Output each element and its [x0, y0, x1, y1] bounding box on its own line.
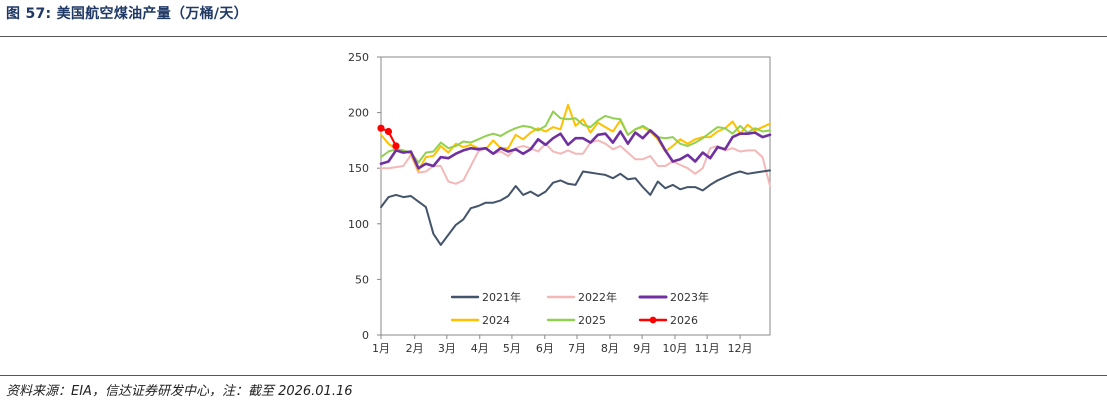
x-tick-label: 12月	[728, 342, 753, 355]
x-tick-label: 7月	[568, 342, 586, 355]
series-marker-2026	[392, 142, 400, 150]
y-tick-label: 0	[362, 329, 369, 342]
x-tick-label: 4月	[471, 342, 489, 355]
legend-label: 2026	[670, 314, 698, 327]
x-tick-label: 9月	[633, 342, 651, 355]
bottom-rule	[0, 375, 1107, 376]
x-tick-label: 11月	[695, 342, 720, 355]
x-tick-label: 5月	[503, 342, 521, 355]
x-tick-label: 10月	[662, 342, 687, 355]
series-marker-2026	[377, 124, 385, 132]
plot-frame	[380, 56, 771, 336]
x-tick-label: 6月	[536, 342, 554, 355]
y-tick-label: 200	[348, 107, 369, 120]
y-tick-label: 250	[348, 51, 369, 64]
y-tick-label: 150	[348, 162, 369, 175]
series-line-2023年	[379, 129, 772, 170]
legend-marker-2026	[649, 316, 657, 324]
series-marker-2026	[384, 127, 393, 136]
series-line-2021年	[380, 169, 771, 246]
source-note: 资料来源：EIA，信达证券研发中心，注：截至 2026.01.16	[6, 384, 353, 399]
y-tick-label: 100	[348, 218, 369, 231]
legend-label: 2025	[578, 314, 606, 327]
x-tick-label: 1月	[372, 342, 390, 355]
legend-label: 2024	[482, 314, 510, 327]
figure-title: 图 57: 美国航空煤油产量（万桶/天）	[6, 6, 248, 22]
series-line-2022年	[380, 139, 771, 187]
legend-label: 2023年	[670, 290, 709, 304]
chart-legend: 2021年 2022年 2023年 2024 2025 2026	[450, 290, 709, 327]
chart-axes: 0 50 100 150 200 250 1月 2月 3月 4月 5月 6月 7月 8月 9月 10月 11月 1…	[348, 51, 771, 355]
y-tick-label: 50	[355, 273, 369, 286]
x-tick-label: 8月	[601, 342, 619, 355]
x-tick-label: 2月	[406, 342, 424, 355]
top-rule	[0, 36, 1107, 37]
series-line-2025	[380, 110, 771, 164]
legend-label: 2021年	[482, 290, 521, 304]
chart-series	[377, 103, 772, 246]
legend-label: 2022年	[578, 290, 617, 304]
x-tick-label: 3月	[438, 342, 456, 355]
